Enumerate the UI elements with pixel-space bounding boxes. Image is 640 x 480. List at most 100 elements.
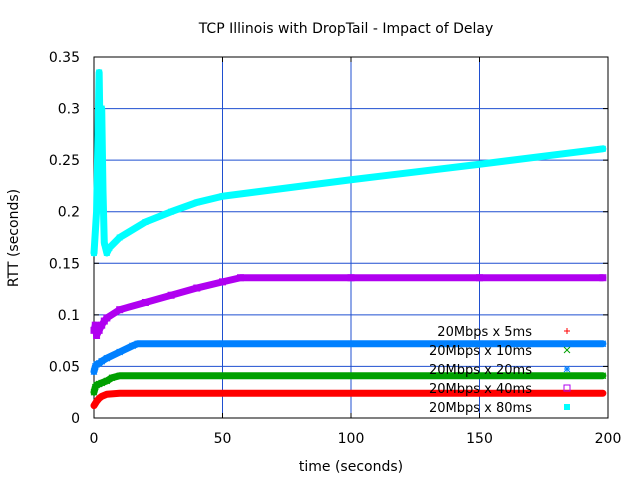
marker-stroke	[347, 340, 355, 348]
series-4	[90, 274, 607, 339]
data-point	[106, 244, 113, 251]
series-group	[90, 68, 607, 410]
x-tick-label: 200	[595, 431, 622, 447]
marker-stroke	[90, 388, 98, 396]
y-tick-label: 0.05	[49, 359, 80, 375]
data-point	[141, 298, 149, 306]
marker-stroke	[90, 368, 98, 375]
y-tick-label: 0.1	[58, 308, 80, 324]
data-point	[98, 393, 105, 400]
data-point	[347, 274, 355, 282]
x-tick-label: 50	[214, 431, 232, 447]
data-point	[98, 379, 106, 387]
marker-stroke	[599, 372, 607, 380]
data-point	[116, 348, 124, 356]
marker-stroke	[563, 365, 571, 373]
data-point	[476, 340, 483, 348]
data-point	[476, 390, 483, 397]
data-point	[116, 372, 124, 380]
data-point	[116, 234, 123, 241]
data-point	[219, 390, 226, 397]
legend-marker	[563, 346, 571, 354]
data-point	[599, 340, 607, 348]
x-tick-label: 100	[338, 431, 365, 447]
x-axis-label: time (seconds)	[299, 459, 403, 475]
marker-stroke	[116, 372, 124, 380]
legend-label: 20Mbps x 5ms	[437, 325, 532, 340]
legend-marker	[563, 365, 571, 373]
marker-stroke	[219, 372, 226, 380]
series-5	[90, 68, 607, 257]
data-point	[134, 340, 142, 348]
data-point	[168, 208, 175, 215]
y-tick-label: 0.35	[49, 50, 80, 66]
marker-stroke	[103, 354, 111, 362]
marker-stroke	[116, 348, 124, 356]
data-point	[476, 274, 483, 282]
data-point	[99, 188, 106, 195]
data-point	[599, 145, 606, 152]
data-point	[193, 199, 200, 206]
marker-stroke	[98, 357, 106, 365]
legend-label: 20Mbps x 20ms	[429, 363, 532, 378]
data-point	[96, 69, 103, 76]
data-point	[103, 314, 111, 322]
data-point	[103, 391, 110, 398]
data-point	[219, 340, 226, 348]
legend-marker	[563, 384, 571, 392]
marker-stroke	[108, 374, 116, 382]
y-tick-label: 0.25	[49, 153, 80, 169]
marker-stroke	[98, 379, 106, 387]
data-point	[90, 388, 98, 396]
chart-title: TCP Illinois with DropTail - Impact of D…	[198, 21, 494, 37]
data-point	[167, 291, 175, 299]
series-2	[90, 372, 607, 396]
marker-stroke	[476, 372, 483, 380]
series-line	[90, 68, 607, 257]
data-point	[347, 340, 355, 348]
data-point	[348, 176, 354, 183]
data-point	[98, 105, 105, 112]
data-point	[103, 249, 110, 256]
data-point	[599, 390, 606, 397]
x-tick-label: 0	[90, 431, 99, 447]
y-tick-label: 0	[71, 411, 80, 427]
legend-marker	[564, 404, 570, 410]
marker-stroke	[563, 346, 571, 354]
data-point	[193, 284, 201, 292]
data-point	[219, 372, 226, 380]
marker-stroke	[476, 340, 483, 348]
data-point	[142, 219, 149, 226]
y-tick-label: 0.15	[49, 256, 80, 272]
marker-stroke	[347, 372, 355, 380]
y-axis-label: RTT (seconds)	[6, 189, 22, 287]
data-point	[219, 278, 226, 286]
data-point	[103, 377, 111, 385]
y-tick-label: 0.3	[58, 102, 80, 118]
legend-label: 20Mbps x 40ms	[429, 382, 532, 397]
y-tick-label: 0.2	[58, 205, 80, 221]
data-point	[599, 274, 607, 282]
data-point	[93, 208, 100, 215]
data-point	[101, 239, 108, 246]
legend-label: 20Mbps x 80ms	[429, 401, 532, 416]
series-1	[90, 389, 607, 410]
data-point	[97, 157, 104, 164]
data-point	[116, 390, 123, 397]
legend-label: 20Mbps x 10ms	[429, 344, 532, 359]
marker-stroke	[599, 340, 607, 348]
ticks: 0 50 100 150 200 0 0.05 0.1 0.15 0.2 0.25 0.3 0.35	[49, 50, 622, 447]
data-point	[476, 161, 483, 168]
marker-stroke	[219, 340, 226, 348]
data-point	[91, 402, 97, 409]
marker-stroke	[134, 340, 142, 348]
data-point	[476, 372, 483, 380]
data-point	[91, 249, 97, 256]
data-point	[103, 354, 111, 362]
legend-marker	[564, 328, 570, 334]
series-3	[90, 340, 607, 376]
series-line	[90, 389, 607, 410]
data-point	[98, 357, 106, 365]
data-point	[116, 306, 124, 314]
